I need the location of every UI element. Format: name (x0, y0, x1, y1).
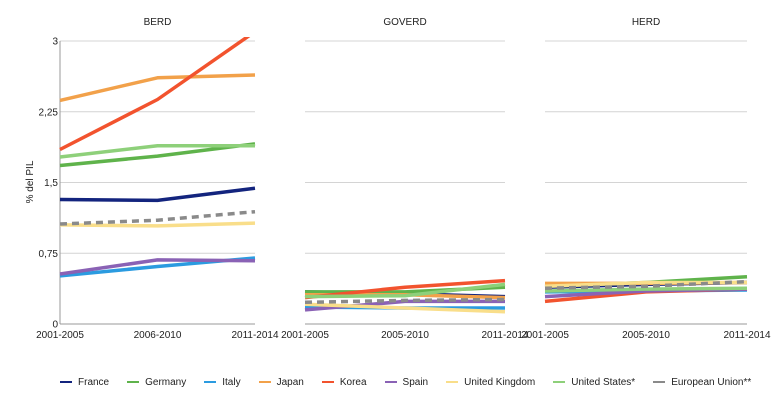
series-line-korea (304, 278, 506, 300)
legend-item-european-union: European Union** (653, 377, 751, 388)
y-tick-label: 2,25 (39, 107, 59, 118)
legend-item-france: France (60, 377, 109, 388)
legend-label: Korea (339, 376, 367, 388)
series-line-united-kingdom (59, 221, 256, 228)
legend-swatch (384, 381, 397, 383)
legend-item-italy: Italy (204, 376, 241, 388)
x-tick-label: 2001-2005 (521, 330, 569, 341)
series-group (544, 275, 748, 304)
series-line-japan (59, 73, 256, 103)
panel-berd: BERD 2001-2005 2006-2010 2011-2014 (36, 17, 279, 341)
x-tick-label: 2011-2014 (723, 330, 771, 341)
legend-label: European Union** (671, 376, 752, 388)
series-line-united-states (304, 282, 506, 299)
legend-swatch (127, 381, 140, 383)
legend-item-japan: Japan (258, 376, 304, 388)
panel-herd: HERD 2001-2005 2005-2010 2011-2014 (521, 17, 771, 341)
x-tick-label: 2001-2005 (281, 330, 329, 341)
panel-title: HERD (632, 17, 660, 28)
legend-item-korea: Korea (321, 376, 367, 388)
x-tick-label: 2001-2005 (36, 330, 84, 341)
y-tick-label: 0,75 (39, 249, 59, 260)
series-line-united-states (544, 286, 748, 293)
legend-swatch (321, 381, 334, 383)
legend-item-germany: Germany (127, 377, 186, 388)
x-tick-label: 2005-2010 (381, 330, 429, 341)
panel-title: GOVERD (383, 17, 426, 28)
series-line-spain (59, 258, 256, 276)
series-line-european-union (59, 209, 256, 226)
legend-label: United Kingdom (464, 376, 536, 388)
legend-label: Spain (402, 376, 429, 388)
legend-item-spain: Spain (384, 376, 429, 388)
legend-label: United States* (571, 376, 636, 388)
series-line-united-states (59, 143, 255, 159)
y-tick-label: 3 (52, 37, 58, 48)
panel-goverd: GOVERD 2001-2005 2005-2010 2011-2014 (281, 17, 529, 341)
legend-label: France (78, 376, 110, 388)
legend-swatch (553, 381, 566, 383)
legend-label: Japan (276, 376, 304, 388)
legend-swatch (204, 381, 217, 383)
legend-swatch (446, 381, 459, 383)
legend-label: Italy (222, 376, 241, 388)
legend-swatch (60, 381, 72, 383)
series-line-european-union (304, 297, 506, 305)
y-axis-label: % del PIL (25, 160, 36, 203)
series-group (304, 278, 506, 314)
series-line-european-union (544, 279, 748, 290)
x-tick-label: 2006-2010 (134, 330, 182, 341)
legend-swatch (653, 381, 666, 383)
y-tick-label: 1,5 (44, 178, 58, 189)
series-line-korea (59, 37, 251, 152)
legend-label: Germany (145, 376, 187, 388)
x-tick-label: 2011-2014 (231, 330, 279, 341)
legend-swatch (258, 381, 271, 383)
x-tick-label: 2005-2010 (622, 330, 670, 341)
series-line-france (59, 186, 256, 203)
legend-item-united-states: United States* (553, 377, 635, 388)
y-tick-label: 0 (52, 320, 58, 331)
legend: France Germany Italy Japan Korea Spain United … (60, 372, 760, 392)
series-group (59, 37, 256, 278)
panel-title: BERD (144, 17, 172, 28)
panels: 0 0,75 1,5 2,25 3 BERD 2001-2005 2006-2010 2011-… (36, 17, 771, 341)
series-line-united-kingdom (304, 302, 506, 314)
legend-item-united-kingdom: United Kingdom (446, 377, 535, 388)
x-tick-label: 2011-2014 (481, 330, 529, 341)
series-line-germany (59, 142, 256, 168)
